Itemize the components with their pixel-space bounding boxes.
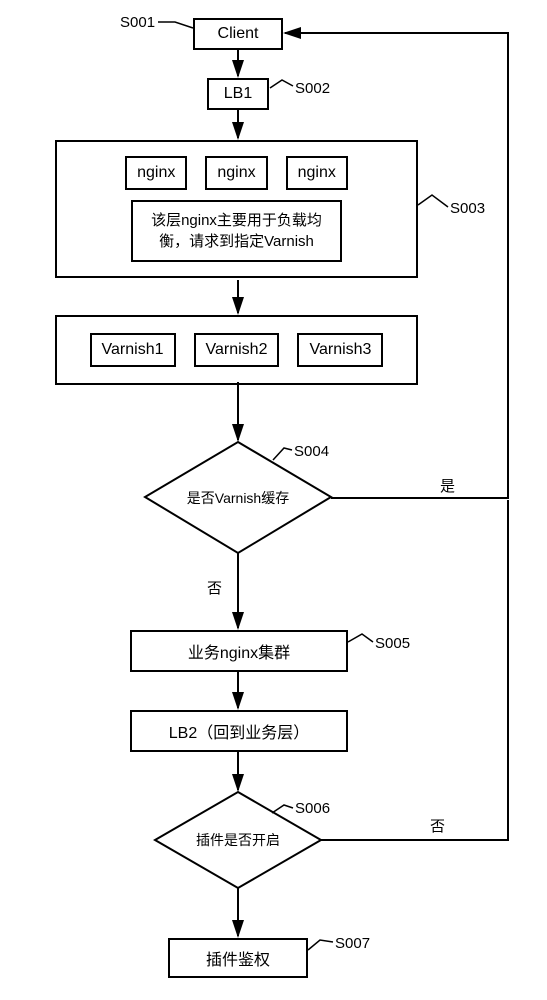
step-s004: S004 <box>294 443 329 460</box>
lb2-label: LB2（回到业务层） <box>169 719 309 743</box>
step-s007: S007 <box>335 935 370 952</box>
nginx-item-0: nginx <box>125 156 187 190</box>
nginx-desc-line1: 该层nginx主要用于负载均 <box>151 210 322 231</box>
step-s005: S005 <box>375 635 410 652</box>
client-node: Client <box>193 18 283 50</box>
varnish-layer: Varnish1 Varnish2 Varnish3 <box>55 315 418 385</box>
decision-cache-label: 是否Varnish缓存 <box>178 488 298 508</box>
decision-plugin-label: 插件是否开启 <box>183 830 293 850</box>
lb1-node: LB1 <box>207 78 269 110</box>
step-s003: S003 <box>450 200 485 217</box>
nginx-item-1: nginx <box>205 156 267 190</box>
cache-yes: 是 <box>440 475 455 496</box>
plugin-auth-node: 插件鉴权 <box>168 938 308 978</box>
nginx-layer: nginx nginx nginx 该层nginx主要用于负载均 衡，请求到指定… <box>55 140 418 278</box>
step-s002: S002 <box>295 80 330 97</box>
lb1-label: LB1 <box>224 85 252 103</box>
nginx-item-2: nginx <box>286 156 348 190</box>
plugin-auth-label: 插件鉴权 <box>206 946 270 970</box>
nginx-row: nginx nginx nginx <box>67 156 406 190</box>
step-s006: S006 <box>295 800 330 817</box>
varnish-item-1: Varnish2 <box>194 333 280 367</box>
nginx-desc: 该层nginx主要用于负载均 衡，请求到指定Varnish <box>131 200 342 262</box>
cache-no: 否 <box>207 577 222 598</box>
nginx-desc-line2: 衡，请求到指定Varnish <box>151 231 322 252</box>
plugin-no: 否 <box>430 815 445 836</box>
varnish-item-2: Varnish3 <box>297 333 383 367</box>
biz-nginx-node: 业务nginx集群 <box>130 630 348 672</box>
lb2-node: LB2（回到业务层） <box>130 710 348 752</box>
step-s001: S001 <box>120 14 155 31</box>
client-label: Client <box>218 25 259 43</box>
biz-nginx-label: 业务nginx集群 <box>188 639 290 663</box>
varnish-row: Varnish1 Varnish2 Varnish3 <box>67 333 406 367</box>
varnish-item-0: Varnish1 <box>90 333 176 367</box>
